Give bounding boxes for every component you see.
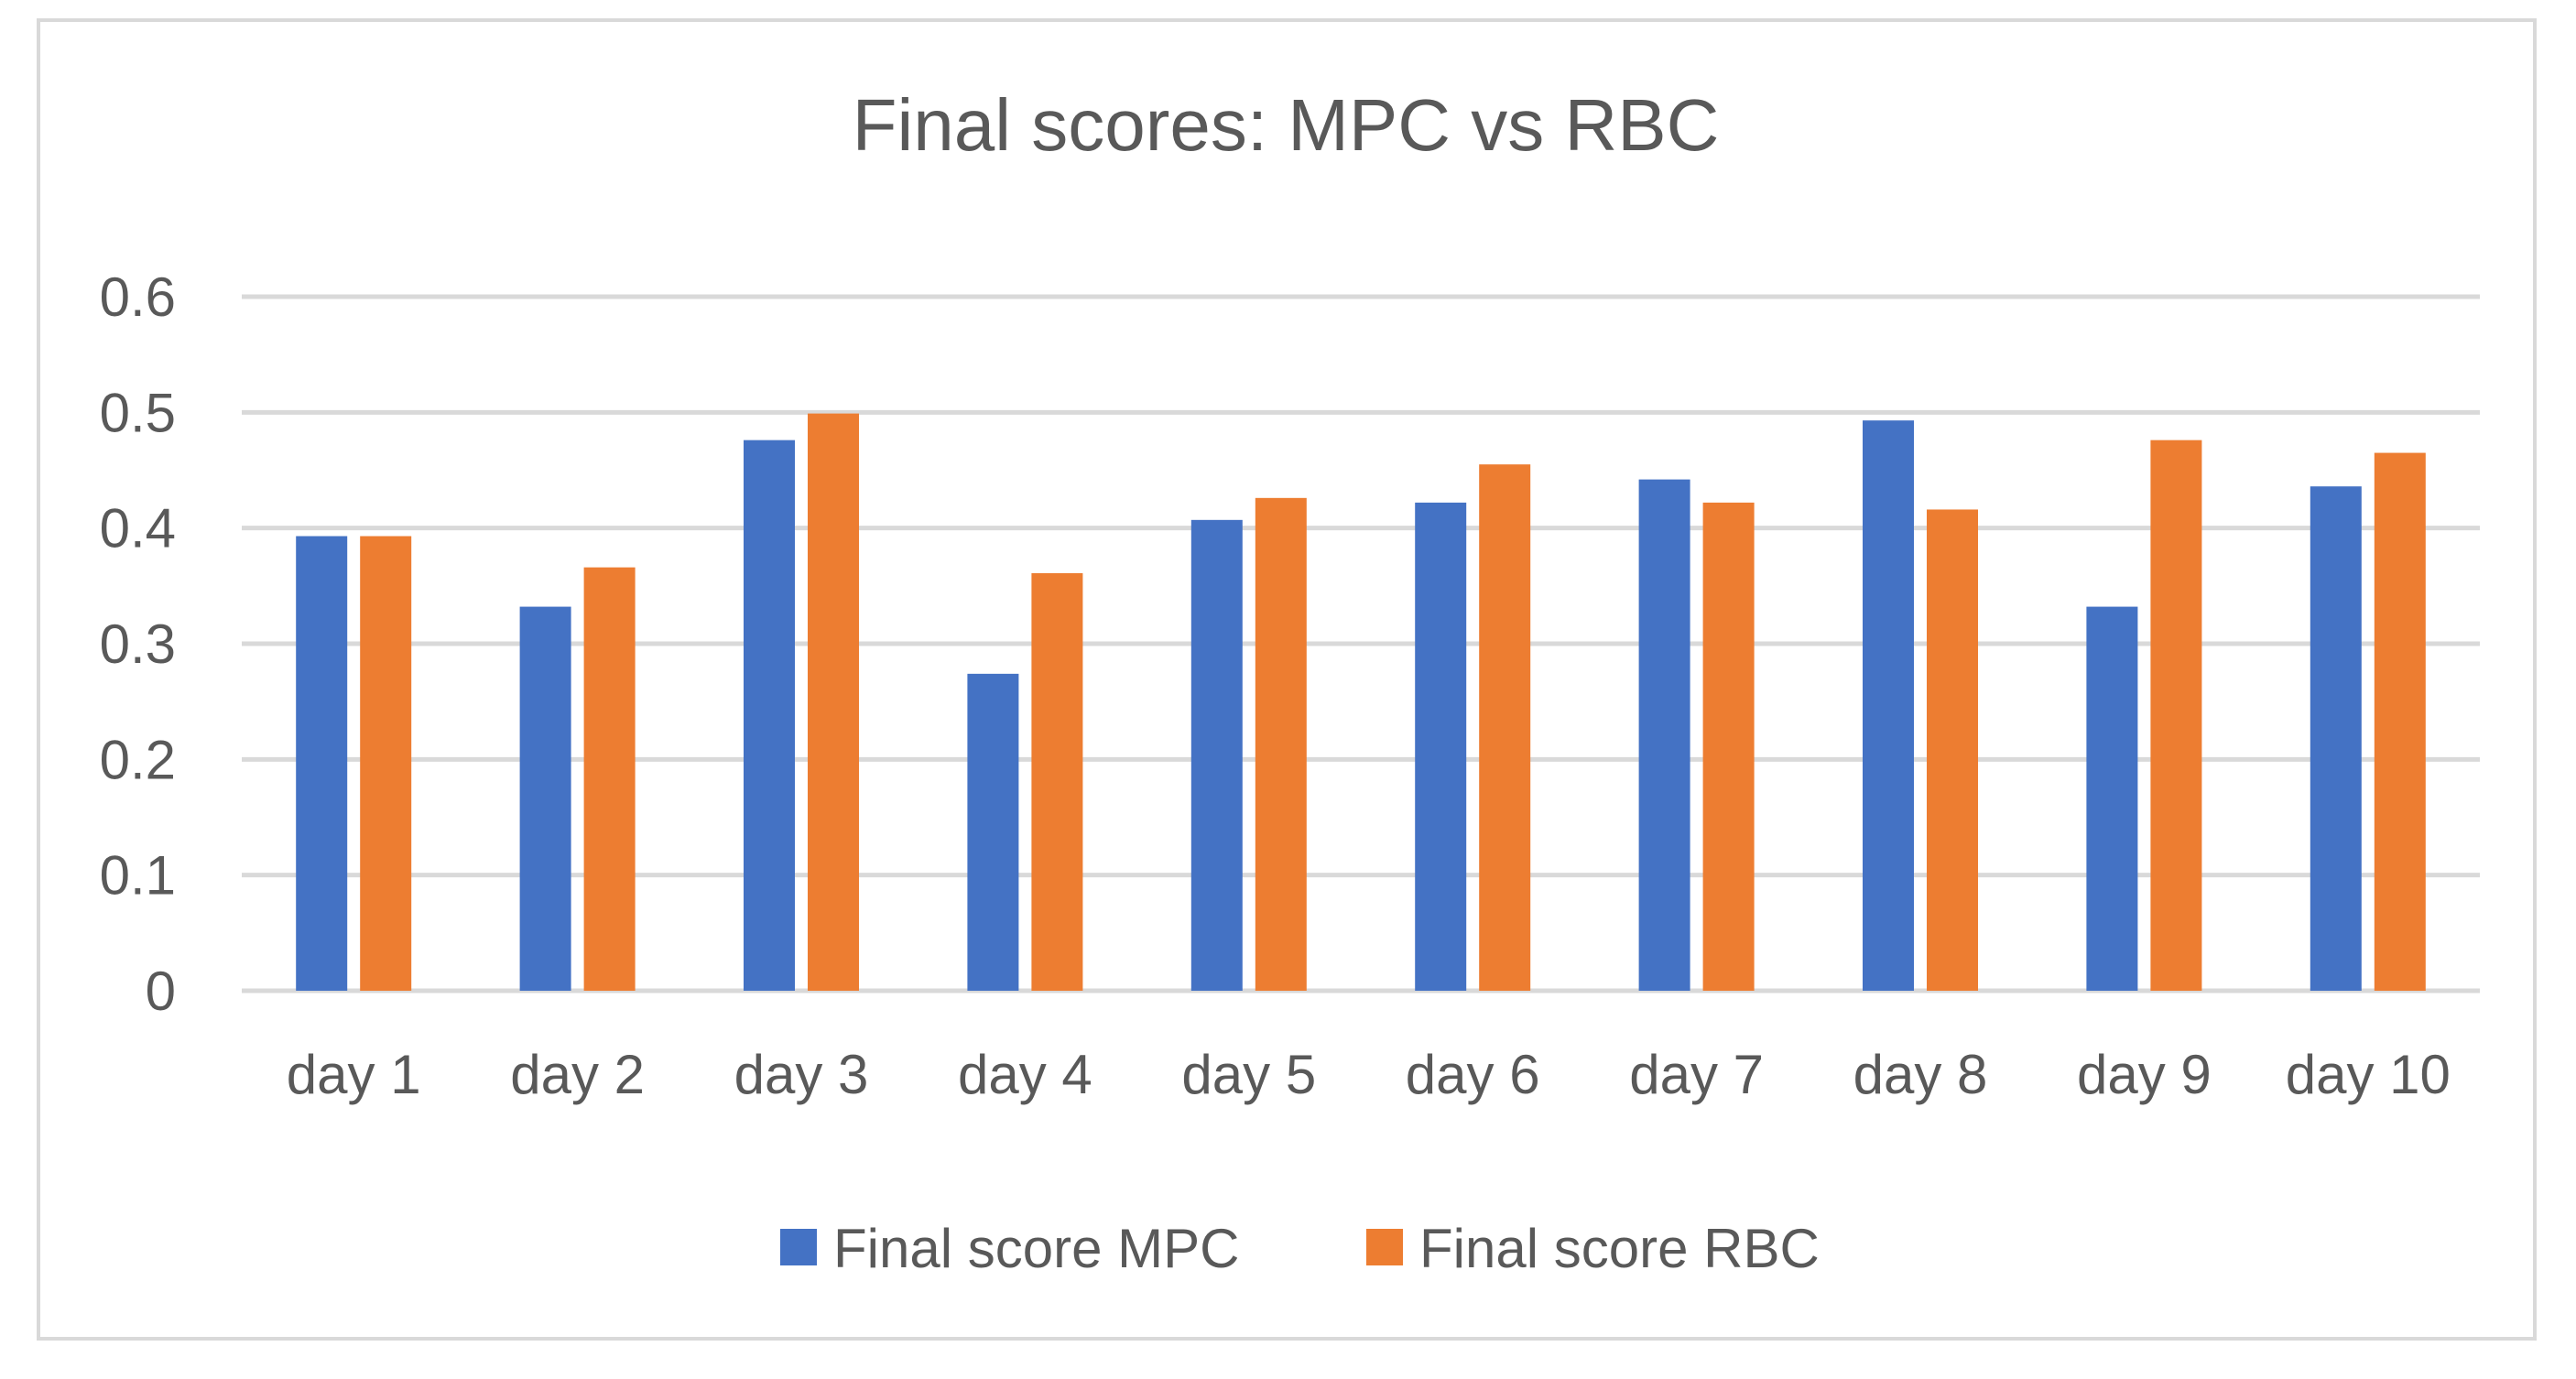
bar-mpc-1 [296,536,348,991]
bar-mpc-2 [519,606,571,991]
bar-mpc-3 [744,440,795,991]
legend-label-mpc: Final score MPC [833,1218,1239,1279]
bar-rbc-3 [808,413,859,991]
x-tick-label: day 1 [287,1044,421,1105]
x-tick-label: day 10 [2286,1044,2451,1105]
y-tick-label: 0.2 [100,729,176,790]
x-tick-label: day 6 [1406,1044,1540,1105]
bar-rbc-8 [1927,509,1978,991]
bars [296,413,2426,992]
x-tick-label: day 7 [1629,1044,1764,1105]
y-tick-label: 0.5 [100,382,176,443]
y-tick-label: 0.6 [100,266,176,328]
x-tick-label: day 2 [510,1044,645,1105]
x-tick-label: day 5 [1181,1044,1316,1105]
bar-mpc-7 [1638,479,1690,991]
y-tick-label: 0.4 [100,498,176,559]
legend-label-rbc: Final score RBC [1419,1218,1820,1279]
chart-frame: Final scores: MPC vs RBC 0 0.1 0.2 0.3 0.4 0.… [37,18,2537,1341]
bar-rbc-5 [1255,497,1307,991]
x-axis-ticks: day 1 day 2 day 3 day 4 day 5 day 6 day 7 day 8… [287,1044,2451,1105]
bar-mpc-4 [967,673,1019,991]
y-tick-label: 0 [146,961,176,1022]
bar-rbc-10 [2374,452,2426,991]
bar-mpc-5 [1190,519,1243,991]
x-tick-label: day 4 [958,1044,1092,1105]
legend-swatch-mpc [780,1229,817,1265]
legend-swatch-rbc [1366,1229,1403,1265]
bar-rbc-7 [1702,502,1755,991]
bar-mpc-8 [1863,420,1914,992]
x-tick-label: day 3 [734,1044,869,1105]
bar-rbc-9 [2150,440,2202,991]
chart-svg: Final scores: MPC vs RBC 0 0.1 0.2 0.3 0.4 0.… [100,84,2480,1279]
y-tick-label: 0.1 [100,845,176,907]
y-tick-label: 0.3 [100,613,176,675]
x-tick-label: day 8 [1853,1044,1988,1105]
gridlines [242,294,2480,994]
bar-rbc-2 [583,567,636,991]
bar-rbc-4 [1031,572,1083,991]
bar-rbc-6 [1479,464,1531,991]
bar-mpc-6 [1415,502,1467,991]
bar-mpc-10 [2310,486,2362,991]
chart-title: Final scores: MPC vs RBC [853,84,1720,166]
x-tick-label: day 9 [2077,1044,2212,1105]
bar-rbc-1 [360,536,412,991]
bar-mpc-9 [2086,606,2138,991]
legend: Final score MPC Final score RBC [780,1218,1820,1279]
y-axis-ticks: 0 0.1 0.2 0.3 0.4 0.5 0.6 [100,266,176,1022]
